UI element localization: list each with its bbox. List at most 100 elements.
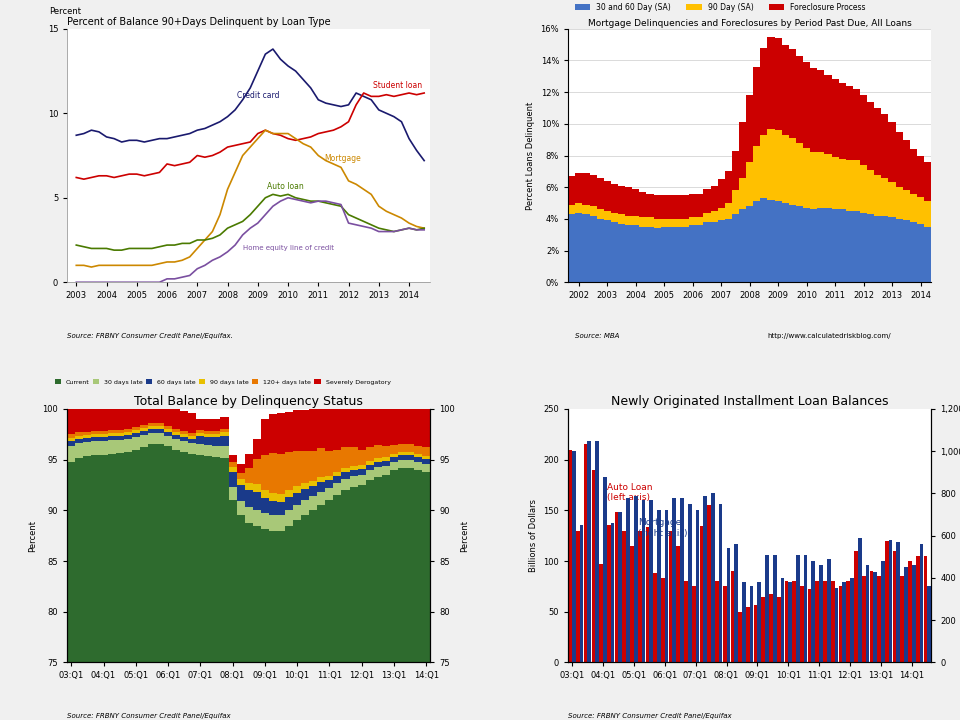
Bar [881, 178, 889, 216]
Bar [212, 431, 221, 434]
Bar [761, 596, 765, 662]
Text: Source: MBA: Source: MBA [575, 333, 620, 339]
Bar [881, 114, 889, 178]
Bar [902, 220, 910, 282]
Bar [633, 189, 639, 216]
Bar [414, 456, 422, 462]
Bar [91, 408, 100, 431]
Bar [618, 513, 622, 662]
Bar [406, 409, 414, 444]
Bar [738, 612, 742, 662]
Bar [108, 431, 115, 433]
Bar [390, 456, 398, 462]
Bar [221, 436, 228, 446]
Bar [342, 490, 349, 720]
Bar [896, 132, 902, 187]
Bar [212, 446, 221, 456]
Title: Mortgage Delinquencies and Foreclosures by Period Past Due, All Loans: Mortgage Delinquencies and Foreclosures … [588, 19, 912, 28]
Bar [84, 442, 91, 456]
Bar [688, 504, 691, 662]
Bar [422, 448, 430, 456]
Bar [862, 576, 866, 662]
Bar [390, 469, 398, 720]
Bar [398, 459, 406, 468]
Bar [858, 538, 861, 662]
Bar [390, 446, 398, 454]
Bar [212, 456, 221, 720]
Bar [188, 413, 196, 433]
Bar [261, 513, 269, 528]
Bar [827, 559, 830, 662]
Bar [301, 483, 309, 489]
Bar [746, 206, 754, 282]
Bar [349, 469, 358, 476]
Bar [599, 564, 603, 662]
Bar [269, 453, 276, 493]
Bar [366, 406, 373, 448]
Bar [228, 454, 236, 462]
Bar [180, 411, 188, 431]
Bar [757, 582, 761, 662]
Bar [172, 449, 180, 720]
Bar [917, 197, 924, 224]
Bar [924, 202, 931, 227]
Bar [575, 173, 583, 203]
Bar [831, 157, 839, 210]
Bar [851, 578, 853, 662]
Bar [204, 437, 212, 446]
Bar [611, 222, 618, 282]
Text: Student loan: Student loan [372, 81, 421, 90]
Bar [889, 122, 896, 182]
Bar [358, 406, 366, 449]
Bar [164, 429, 172, 432]
Bar [325, 451, 333, 476]
Bar [854, 551, 858, 662]
Bar [373, 462, 382, 467]
Bar [597, 178, 604, 210]
Bar [349, 448, 358, 466]
Bar [672, 498, 676, 662]
Bar [839, 210, 846, 282]
Bar [604, 220, 611, 282]
Bar [860, 165, 867, 212]
Bar [91, 431, 100, 434]
Bar [572, 451, 576, 662]
Bar [414, 446, 422, 454]
Bar [293, 486, 301, 493]
Bar [100, 434, 108, 437]
Bar [115, 431, 124, 433]
Bar [333, 495, 342, 720]
Bar [657, 510, 660, 662]
Title: Newly Originated Installment Loan Balances: Newly Originated Installment Loan Balanc… [611, 395, 888, 408]
Bar [414, 409, 422, 446]
Bar [660, 219, 668, 227]
Bar [140, 448, 148, 720]
Bar [84, 456, 91, 720]
Bar [132, 437, 140, 449]
Bar [285, 497, 293, 510]
Bar [804, 148, 810, 208]
Bar [875, 216, 881, 282]
Bar [172, 436, 180, 439]
Bar [325, 480, 333, 488]
Text: Auto loan: Auto loan [267, 182, 303, 192]
Bar [285, 490, 293, 497]
Bar [633, 216, 639, 225]
Bar [800, 586, 804, 662]
Bar [866, 565, 869, 662]
Bar [589, 216, 597, 282]
Bar [839, 158, 846, 210]
Bar [245, 523, 252, 720]
Bar [870, 571, 874, 662]
Bar [867, 214, 875, 282]
Bar [212, 419, 221, 431]
Bar [760, 48, 767, 135]
Bar [373, 467, 382, 477]
Bar [124, 407, 132, 429]
Bar [725, 203, 732, 219]
Bar [108, 454, 115, 720]
Bar [875, 174, 881, 216]
Bar [115, 433, 124, 436]
Bar [84, 409, 91, 432]
Bar [236, 473, 245, 479]
